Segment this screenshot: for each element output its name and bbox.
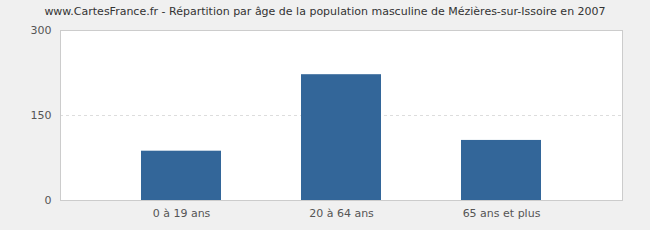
svg-text:0 à 19 ans: 0 à 19 ans: [153, 207, 211, 220]
svg-text:0: 0: [45, 194, 52, 207]
svg-text:150: 150: [31, 109, 52, 122]
svg-text:300: 300: [31, 24, 52, 37]
svg-text:65 ans et plus: 65 ans et plus: [463, 207, 541, 220]
svg-text:20 à 64 ans: 20 à 64 ans: [309, 207, 374, 220]
html-text:www.CartesFrance.fr - Répartit: www.CartesFrance.fr - Répartition par âg…: [44, 5, 606, 18]
